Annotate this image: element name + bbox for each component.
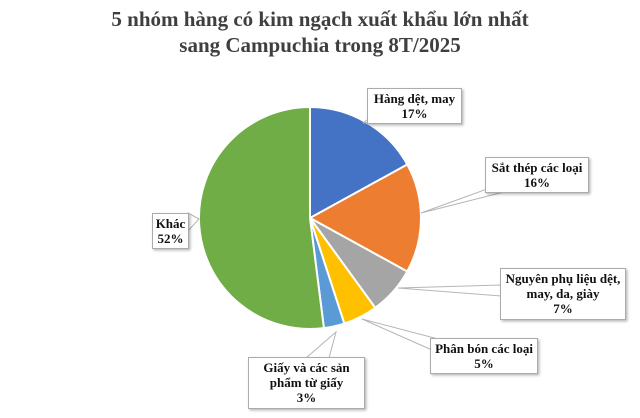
callout-label: Giấy và các sản phẩm từ giấy: [263, 360, 350, 391]
callout-percent: 17%: [401, 106, 428, 122]
callout-percent: 5%: [474, 356, 494, 372]
callout-percent: 7%: [553, 301, 573, 317]
callout-percent: 52%: [157, 231, 184, 247]
callout-sat-thep: Sắt thép các loại 16%: [485, 157, 589, 194]
callout-label: Phân bón các loại: [435, 341, 533, 356]
callout-label: Sắt thép các loại: [491, 160, 583, 175]
callout-label: Khác: [155, 216, 186, 231]
chart-title: 5 nhóm hàng có kim ngạch xuất khẩu lớn n…: [0, 7, 640, 58]
callout-phan-bon: Phân bón các loại 5%: [430, 338, 538, 375]
callout-label: Hàng dệt, may: [373, 91, 456, 106]
callout-percent: 3%: [296, 390, 317, 406]
leader-line-nguyen-phu-lieu: [397, 284, 502, 297]
leader-line-khac: [187, 212, 200, 233]
callout-percent: 16%: [524, 175, 550, 191]
chart-title-line-1: 5 nhóm hàng có kim ngạch xuất khẩu lớn n…: [111, 7, 529, 31]
pie-slices-group: [197, 106, 422, 330]
leader-line-giay: [304, 330, 337, 359]
callout-giay: Giấy và các sản phẩm từ giấy 3%: [248, 357, 365, 409]
pie-slice-sat-thep-cac-loai: [309, 163, 422, 273]
callout-nguyen-phu-lieu: Nguyên phụ liệu dệt, may, da, giày 7%: [500, 268, 626, 320]
callout-hang-det-may: Hàng dệt, may 17%: [367, 88, 462, 125]
pie-slice-khac: [197, 106, 325, 330]
callout-label: Nguyên phụ liệu dệt, may, da, giày: [505, 271, 621, 302]
callout-khac: Khác 52%: [152, 213, 189, 250]
chart-title-line-2: sang Campuchia trong 8T/2025: [179, 32, 461, 57]
